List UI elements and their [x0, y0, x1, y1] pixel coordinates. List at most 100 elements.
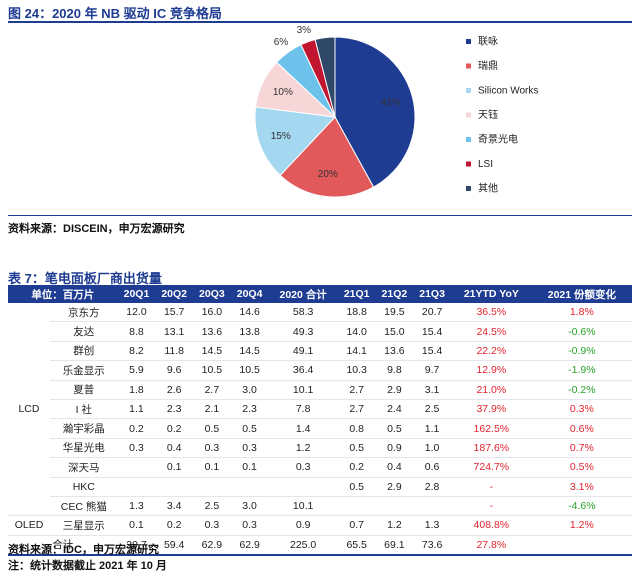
table-cell: 3.1 — [413, 380, 451, 400]
table-cell: 0.6 — [413, 457, 451, 478]
legend-swatch — [466, 112, 471, 118]
table-cell: 7.8 — [268, 399, 338, 420]
table-cell: 15.4 — [413, 321, 451, 342]
table-cell — [268, 477, 338, 497]
table-cell: -0.6% — [531, 321, 632, 342]
table-cell: 49.1 — [268, 341, 338, 362]
table-row: 华星光电 0.3 0.4 0.3 0.3 1.2 0.5 0.9 1.0 187.6% 0.7% — [8, 438, 632, 459]
table-cell: 京东方 — [49, 303, 118, 323]
table-cell: 2.6 — [155, 380, 194, 400]
table-cell: 22.2% — [450, 341, 532, 362]
table-cell: 0.3 — [230, 438, 269, 459]
table-cell: 2.7 — [337, 380, 376, 400]
total-cell: 39.7 — [117, 534, 156, 557]
table-cell: 13.1 — [155, 321, 194, 342]
table-cell — [375, 496, 414, 517]
table-cell: 2.7 — [193, 380, 231, 400]
table-cell: 13.6 — [375, 341, 414, 362]
table-cell: 0.4 — [155, 438, 194, 459]
table-cell: 0.5% — [531, 457, 632, 478]
pie-slice — [314, 36, 336, 118]
table-title: 表 7：笔电面板厂商出货量 — [8, 271, 162, 286]
header-row: 单位：百万片 20Q1 20Q2 20Q3 20Q4 2020 合计 21Q1 21Q2 21Q… — [8, 285, 632, 303]
legend-swatch — [466, 186, 471, 191]
table-cell: 0.2 — [117, 418, 156, 439]
table-cell: 37.9% — [450, 399, 532, 420]
header-cell: 20Q1 — [117, 285, 156, 303]
table-cell: 0.2 — [155, 418, 194, 439]
table-cell — [193, 477, 231, 497]
table-cell: 21.0% — [450, 380, 532, 400]
total-cell: 62.9 — [193, 534, 231, 557]
table-cell: 10.5 — [193, 360, 231, 381]
legend-label: 其他 — [478, 182, 498, 195]
table-cell — [117, 457, 156, 478]
table-cell: 162.5% — [450, 418, 532, 439]
legend-label: LSI — [478, 159, 493, 170]
table-cell: 724.7% — [450, 457, 532, 478]
table-cell: 2.1 — [193, 399, 231, 420]
header-cell: 21Q3 — [413, 285, 451, 303]
total-cell: 225.0 — [268, 534, 338, 557]
figure-source: 资料来源：DISCEIN，申万宏源研究 — [8, 223, 185, 235]
table-cell: 1.8% — [531, 303, 632, 323]
table-cell: 0.1 — [193, 457, 231, 478]
table-cell: 0.3 — [193, 438, 231, 459]
table-cell: 2.9 — [375, 380, 414, 400]
table-cell: 19.5 — [375, 303, 414, 323]
table-row: 乐金显示 5.9 9.6 10.5 10.5 36.4 10.3 9.8 9.7 12.9% -1.… — [8, 360, 632, 381]
table-cell: 华星光电 — [49, 438, 118, 459]
total-cell — [531, 534, 632, 557]
table-cell — [117, 477, 156, 497]
table-cell: 15.7 — [155, 303, 194, 323]
table-cell: - — [450, 477, 532, 497]
table-cell: 0.8 — [337, 418, 376, 439]
total-cell: 合计 — [8, 534, 118, 557]
total-cell: 27.8% — [450, 534, 532, 557]
table-cell: 0.2 — [337, 457, 376, 478]
table-cell: 0.3 — [117, 438, 156, 459]
table-cell: 8.8 — [117, 321, 156, 342]
table-cell: 15.4 — [413, 341, 451, 362]
pie-chart: 42% 联咏 20% 瑞鼎 15% Silicon Works 10% 天钰 6% 奇景光电 3% L… — [254, 25, 538, 198]
table-row: HKC 0.5 2.9 2.8-3.1% — [8, 477, 632, 497]
pie-slice — [279, 116, 375, 198]
table-cell: 1.4 — [268, 418, 338, 439]
table-cell: 群创 — [49, 341, 118, 362]
pie-slice — [334, 36, 416, 188]
total-cell: 73.6 — [413, 534, 451, 557]
legend-label: 天钰 — [478, 109, 498, 121]
table-cell: 0.5 — [337, 477, 376, 497]
table-cell: 24.5% — [450, 321, 532, 342]
table-cell: 2.7 — [337, 399, 376, 420]
table-source: 资料来源：IDC，申万宏源研究 — [8, 544, 159, 556]
total-row: 合计 39.7 59.4 62.9 62.9 225.0 65.5 69.1 73.6 27.8% — [8, 534, 632, 557]
table-cell: 408.8% — [450, 515, 532, 536]
header-cell: 20Q2 — [155, 285, 194, 303]
table-cell: 14.0 — [337, 321, 376, 342]
header-cell: 21Q1 — [337, 285, 376, 303]
table-cell: 3.4 — [155, 496, 194, 517]
group-cell: OLED — [8, 515, 50, 536]
legend-swatch — [466, 137, 471, 142]
table-cell — [230, 477, 269, 497]
table-cell: 16.0 — [193, 303, 231, 323]
legend-label: Silicon Works — [478, 86, 538, 97]
table-cell: -0.9% — [531, 341, 632, 362]
table-cell: 0.1 — [230, 457, 269, 478]
table-cell: -4.6% — [531, 496, 632, 517]
legend-swatch — [466, 63, 471, 69]
table-cell: 0.1 — [117, 515, 156, 536]
header-cell: 2020 合计 — [268, 285, 338, 303]
table-cell: 0.5 — [193, 418, 231, 439]
table-cell: 2.8 — [413, 477, 451, 497]
table-cell: 3.1% — [531, 477, 632, 497]
table-cell: 15.0 — [375, 321, 414, 342]
table-row: OLED 三星显示 0.1 0.2 0.3 0.3 0.9 0.7 1.2 1.3 408.8% 1.… — [8, 515, 632, 536]
legend-label: 奇景光电 — [478, 133, 518, 146]
table-cell: 20.7 — [413, 303, 451, 323]
table-cell: 1.0 — [413, 438, 451, 459]
table-cell: 2.9 — [375, 477, 414, 497]
table-cell: 2.3 — [155, 399, 194, 420]
